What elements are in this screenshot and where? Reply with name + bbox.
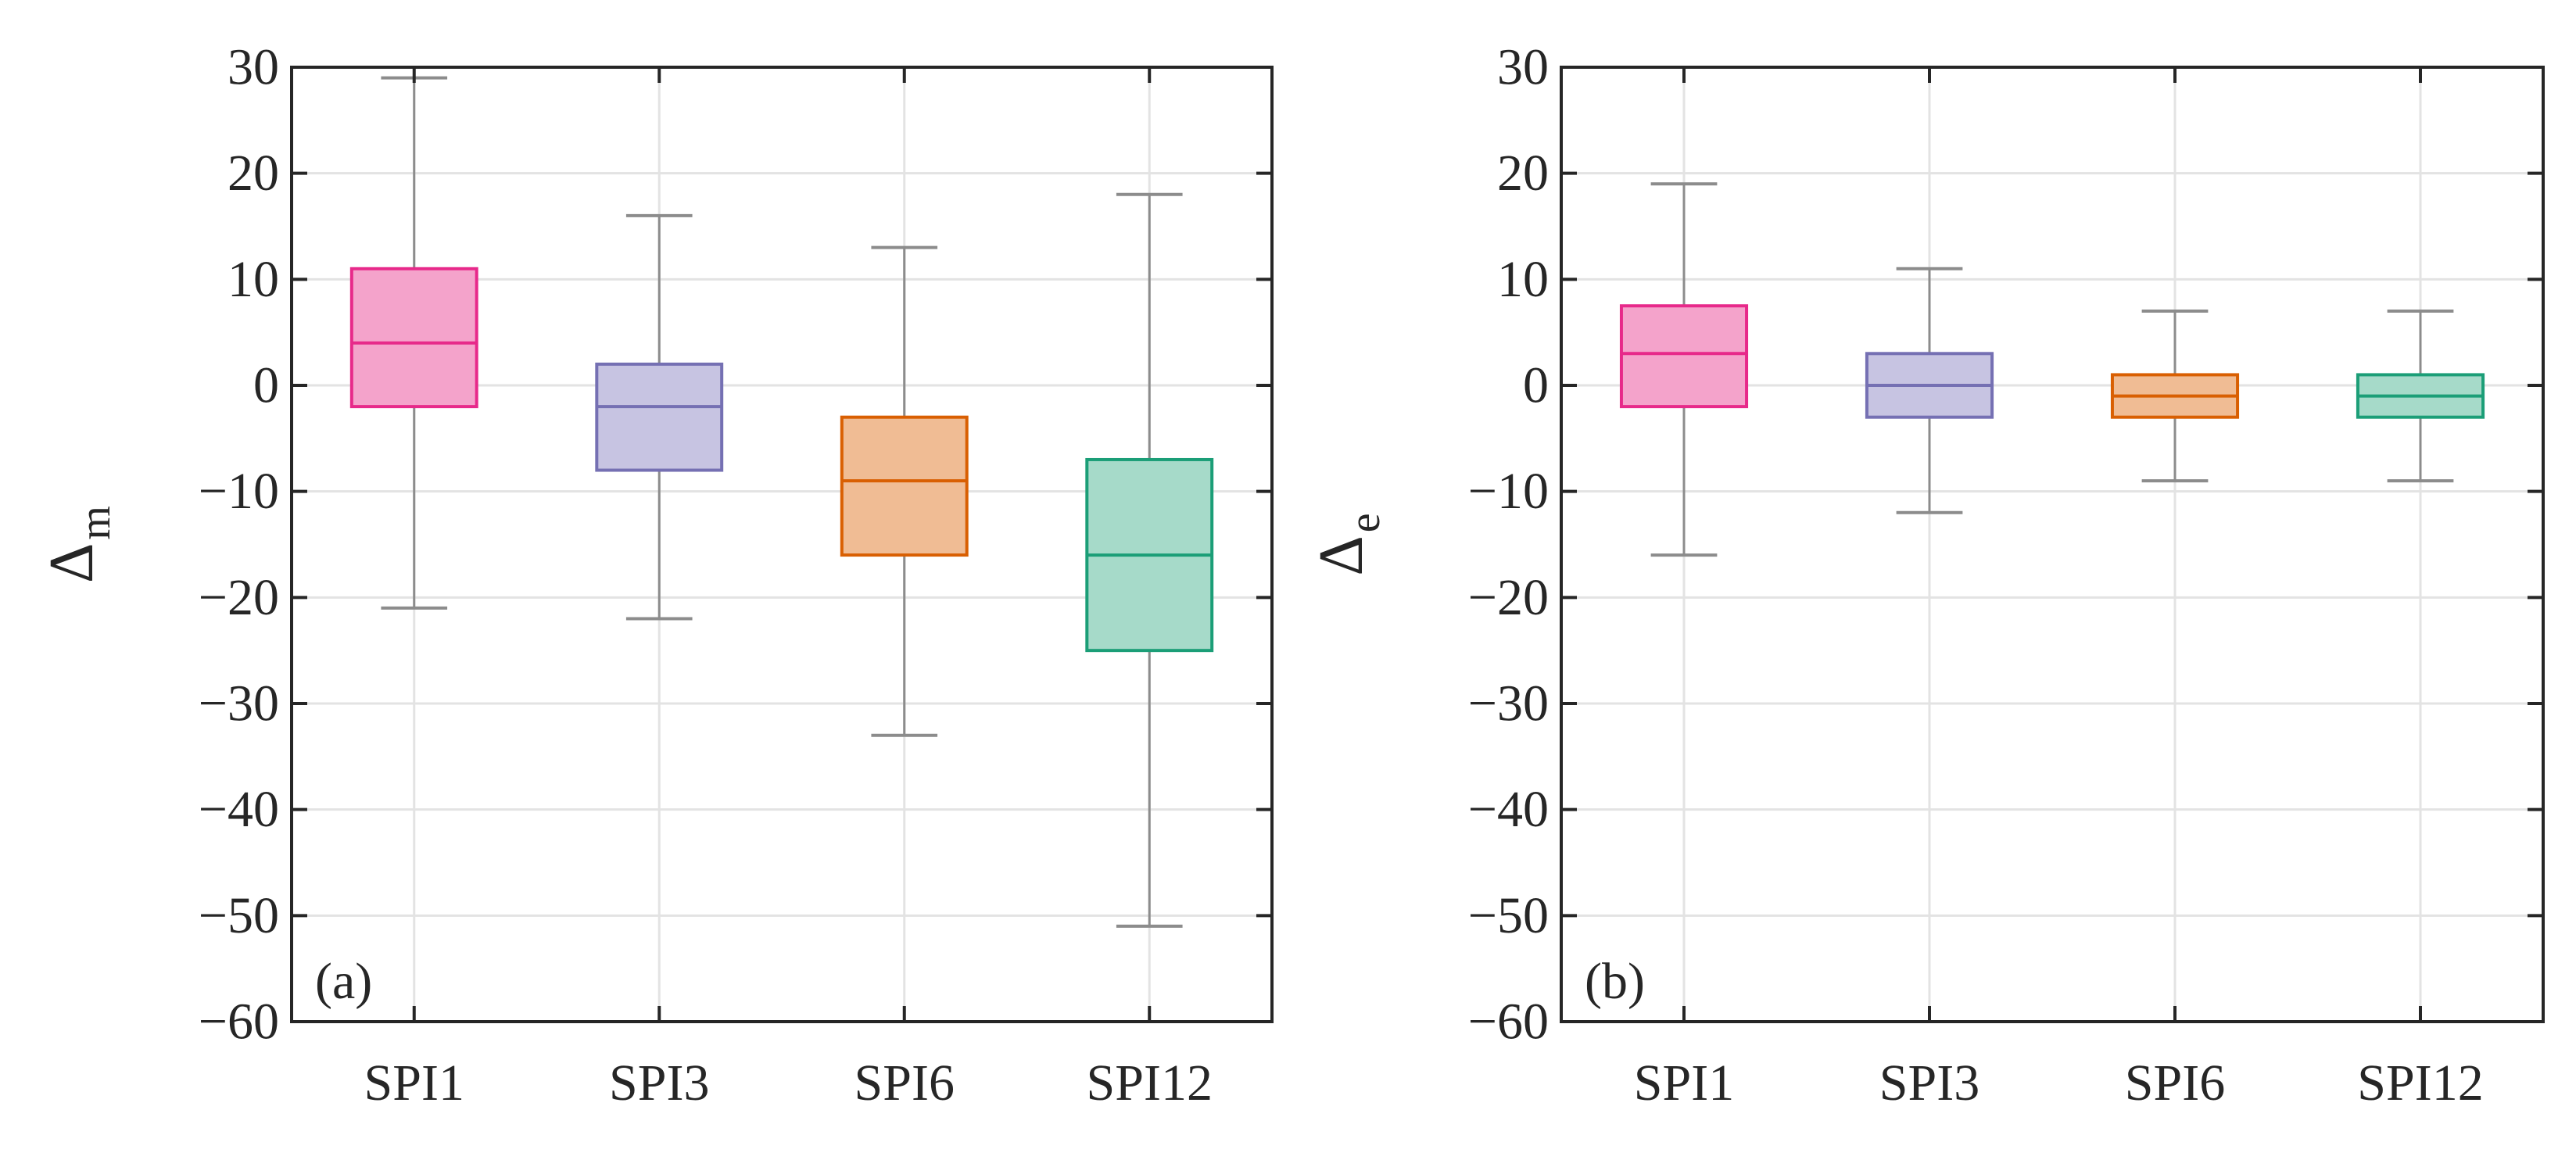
ytick-label: 10 bbox=[228, 251, 279, 308]
ytick-label: −50 bbox=[1468, 887, 1549, 944]
ytick-label: 30 bbox=[1497, 39, 1549, 96]
ytick-label: −20 bbox=[199, 569, 279, 626]
panel-b: 30 20 10 0 −10 −20 −30 −40 −50 −60 SPI1 SPI3 SPI6 SPI… bbox=[1307, 39, 2545, 1112]
axes-frame bbox=[1560, 66, 2545, 1023]
ytick-label: 0 bbox=[1523, 357, 1549, 414]
xtick-label: SPI12 bbox=[1087, 1054, 1213, 1112]
xtick-label: SPI1 bbox=[1634, 1054, 1734, 1112]
box-spi3 bbox=[595, 213, 724, 621]
y-axis-title: Δe bbox=[1307, 513, 1389, 575]
ytick-label: 30 bbox=[228, 39, 279, 96]
panel-a: 30 20 10 0 −10 −20 −30 −40 −50 −60 SPI1 SPI3 SPI6 SPI… bbox=[38, 39, 1274, 1112]
ytick-label: 10 bbox=[1497, 251, 1549, 308]
ytick-label: −10 bbox=[199, 463, 279, 520]
ytick-label: 0 bbox=[253, 357, 279, 414]
xtick-label: SPI6 bbox=[2125, 1054, 2225, 1112]
ytick-label: −50 bbox=[199, 887, 279, 944]
ytick-label: −60 bbox=[1468, 994, 1549, 1051]
ytick-label: −40 bbox=[199, 781, 279, 838]
axes-frame bbox=[290, 66, 1274, 1023]
box-iqr bbox=[349, 267, 478, 409]
box-spi6 bbox=[2110, 310, 2240, 483]
y-axis-title-main: Δ bbox=[38, 543, 106, 583]
ytick-label: −40 bbox=[1468, 781, 1549, 838]
box-spi1 bbox=[1619, 182, 1749, 557]
ytick-label: 20 bbox=[1497, 145, 1549, 202]
xtick-label: SPI3 bbox=[1879, 1054, 1979, 1112]
xtick-label: SPI3 bbox=[609, 1054, 709, 1112]
box-spi1 bbox=[349, 76, 478, 610]
ytick-label: −20 bbox=[1468, 569, 1549, 626]
panel-label: (a) bbox=[315, 953, 372, 1010]
ytick-label: −30 bbox=[1468, 675, 1549, 732]
ytick-label: −60 bbox=[199, 994, 279, 1051]
box-spi3 bbox=[1865, 267, 1994, 514]
y-axis-title-main: Δ bbox=[1307, 535, 1376, 575]
panel-label: (b) bbox=[1585, 953, 1645, 1010]
y-axis-title-sub: e bbox=[1341, 513, 1389, 532]
box-spi12 bbox=[2356, 310, 2485, 483]
ytick-label: −30 bbox=[199, 675, 279, 732]
xtick-label: SPI6 bbox=[854, 1054, 955, 1112]
ytick-label: 20 bbox=[228, 145, 279, 202]
xtick-label: SPI12 bbox=[2357, 1054, 2483, 1112]
box-spi12 bbox=[1085, 192, 1214, 928]
y-axis-title: Δm bbox=[38, 506, 120, 583]
ytick-label: −10 bbox=[1468, 463, 1549, 520]
box-iqr bbox=[595, 362, 724, 472]
y-axis-title-sub: m bbox=[71, 506, 120, 540]
box-iqr bbox=[840, 415, 969, 557]
xtick-label: SPI1 bbox=[364, 1054, 464, 1112]
box-iqr bbox=[1619, 304, 1749, 409]
box-spi6 bbox=[840, 245, 969, 737]
